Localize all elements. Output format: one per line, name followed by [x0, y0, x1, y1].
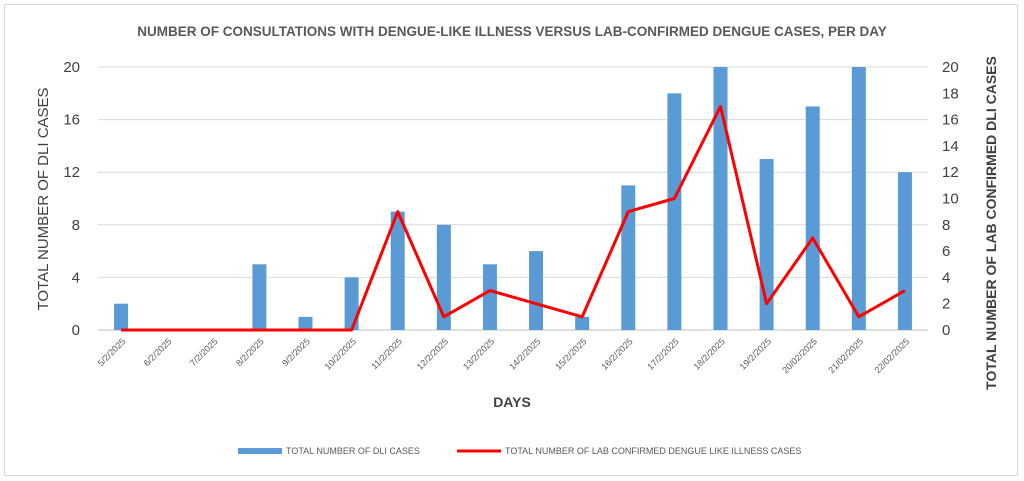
legend-label-bars: TOTAL NUMBER OF DLI CASES [286, 446, 420, 456]
bar [482, 264, 497, 330]
chart-title: NUMBER OF CONSULTATIONS WITH DENGUE-LIKE… [137, 24, 887, 39]
right-tick-label: 0 [942, 322, 950, 339]
right-tick-label: 10 [942, 191, 959, 208]
x-tick-label: 10/2/2025 [323, 336, 358, 371]
right-tick-label: 18 [942, 85, 959, 102]
bar [114, 303, 129, 330]
gridlines [98, 66, 928, 331]
right-tick-label: 20 [942, 59, 959, 76]
x-tick-label: 14/2/2025 [507, 336, 542, 371]
bar [298, 316, 313, 330]
x-tick-label: 22/02/2025 [872, 336, 911, 375]
bar [621, 185, 636, 330]
bar-series [114, 67, 912, 330]
bar [344, 277, 359, 330]
line-path [121, 104, 906, 332]
x-tick-label: 19/2/2025 [738, 336, 773, 371]
bar [805, 106, 820, 330]
x-tick-label: 9/2/2025 [280, 336, 312, 368]
x-tick-label: 5/2/2025 [96, 336, 128, 368]
bar [667, 93, 682, 330]
right-tick-label: 6 [942, 243, 950, 260]
legend-label-line: TOTAL NUMBER OF LAB CONFIRMED DENGUE LIK… [505, 446, 801, 456]
right-tick-label: 4 [942, 269, 950, 286]
x-tick-label: 6/2/2025 [142, 336, 174, 368]
bar [436, 224, 451, 330]
right-axis-label: TOTAL NUMBER OF LAB CONFIRMED DLI CASES [983, 56, 999, 390]
x-tick-label: 20/02/2025 [780, 336, 819, 375]
right-tick-label: 2 [942, 296, 950, 313]
bar [252, 264, 267, 330]
x-tick-label: 15/2/2025 [553, 336, 588, 371]
left-tick-label: 4 [72, 269, 80, 286]
left-tick-label: 8 [72, 217, 80, 234]
x-tick-label: 17/2/2025 [645, 336, 680, 371]
bar [529, 251, 544, 330]
left-tick-label: 16 [63, 112, 80, 129]
x-tick-label: 8/2/2025 [234, 336, 266, 368]
x-tick-label: 7/2/2025 [188, 336, 220, 368]
x-tick-label: 11/2/2025 [369, 336, 404, 371]
right-tick-label: 14 [942, 138, 959, 155]
left-axis-ticks: 0 4 8 12 16 20 [63, 59, 80, 339]
bar [575, 316, 590, 330]
legend: TOTAL NUMBER OF DLI CASES TOTAL NUMBER O… [238, 446, 801, 456]
left-axis-label: TOTAL NUMBER OF DLI CASES [35, 87, 52, 310]
right-tick-label: 12 [942, 164, 959, 181]
x-axis-label: DAYS [493, 394, 531, 410]
line-series [121, 104, 906, 332]
left-tick-label: 0 [72, 322, 80, 339]
bar [851, 67, 866, 330]
right-axis-ticks: 0 2 4 6 8 10 12 14 16 18 20 [942, 59, 959, 339]
x-tick-label: 16/2/2025 [599, 336, 634, 371]
x-tick-label: 18/2/2025 [692, 336, 727, 371]
right-tick-label: 16 [942, 112, 959, 129]
x-axis-ticks: 5/2/2025 6/2/2025 7/2/2025 8/2/2025 9/2/2025… [96, 336, 912, 375]
legend-swatch-bars [238, 448, 282, 454]
right-tick-label: 8 [942, 217, 950, 234]
bar [390, 211, 405, 330]
bar [713, 67, 728, 330]
left-tick-label: 20 [63, 59, 80, 76]
x-tick-label: 13/2/2025 [461, 336, 496, 371]
bar [897, 172, 912, 330]
x-tick-label: 21/02/2025 [826, 336, 865, 375]
chart-frame [4, 4, 1018, 476]
x-tick-label: 12/2/2025 [415, 336, 450, 371]
left-tick-label: 12 [63, 164, 80, 181]
